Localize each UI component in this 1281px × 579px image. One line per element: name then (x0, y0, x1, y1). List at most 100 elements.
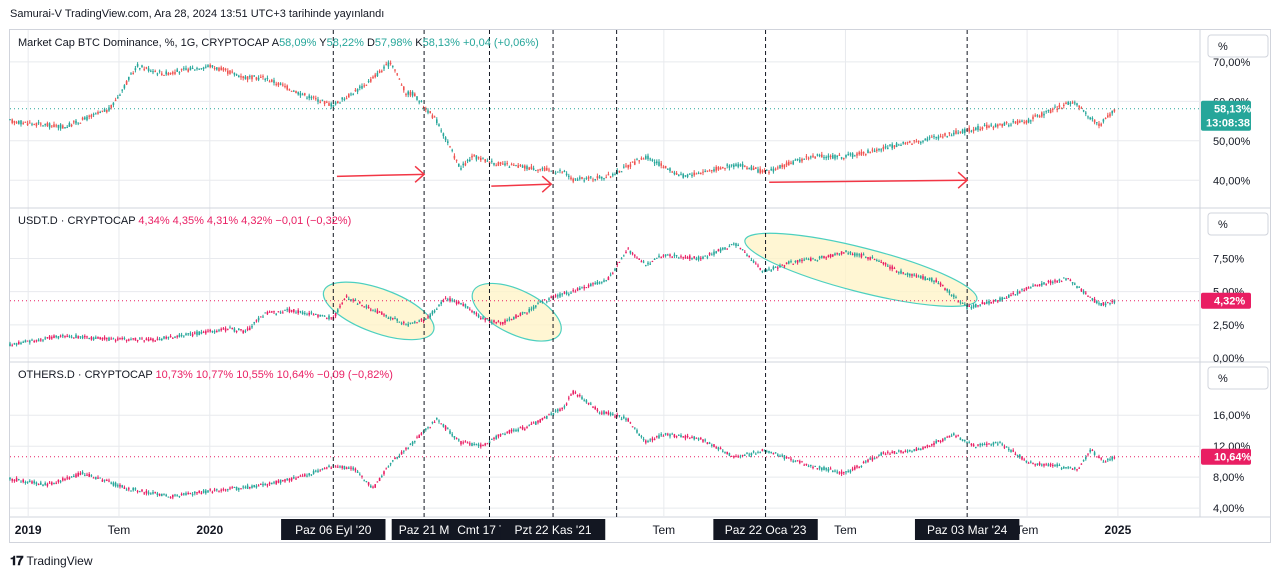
candle-body (955, 297, 957, 299)
candle-body (1058, 465, 1061, 467)
candle-body (449, 430, 451, 434)
candle-body (818, 155, 821, 157)
candle-body (18, 341, 20, 345)
candle-body (609, 413, 612, 415)
candle-body (398, 321, 401, 323)
candle-body (968, 127, 970, 132)
candle-body (678, 175, 680, 177)
candle-body (680, 435, 682, 438)
candle-body (180, 68, 183, 70)
candle-body (51, 482, 53, 485)
candle-body (642, 158, 645, 160)
candle-body (1087, 453, 1089, 455)
candle-body (920, 448, 922, 450)
candle-body (37, 339, 40, 342)
candle-body (405, 324, 407, 326)
candle-body (935, 136, 937, 138)
candle-body (128, 488, 130, 490)
candle-body (975, 127, 977, 130)
candle-body (563, 292, 566, 294)
candle-body (845, 250, 847, 252)
legend-low: 4,31% (207, 215, 241, 227)
candle-body (266, 484, 269, 486)
candle-body (878, 260, 880, 262)
candle-body (785, 262, 788, 265)
unit-button[interactable]: % (1207, 212, 1269, 236)
candle-body (726, 164, 728, 166)
candle-body (865, 153, 867, 155)
candle-body (416, 322, 418, 324)
candle-body (770, 452, 772, 454)
candle-body (288, 89, 291, 91)
footer[interactable]: 𝟏𝟕 TradingView (10, 553, 93, 569)
candle-body (383, 471, 385, 475)
candle-body (227, 328, 229, 330)
candle-body (515, 165, 517, 167)
candle-body (922, 276, 924, 279)
candle-body (1060, 281, 1063, 283)
candle-body (1041, 112, 1043, 117)
candle-body (988, 300, 990, 304)
candle-body (271, 311, 273, 313)
candle-body (649, 158, 651, 160)
candle-body (631, 161, 634, 163)
time-tick-label: Tem (834, 523, 857, 537)
candle-body (794, 159, 797, 161)
pane-legend: OTHERS.D · CRYPTOCAP 10,73% 10,77% 10,55… (18, 369, 393, 381)
candle-body (55, 125, 57, 127)
candle-body (581, 396, 583, 400)
candle-body (673, 172, 676, 175)
candle-body (913, 274, 915, 276)
candle-body (1111, 110, 1113, 114)
candle-body (909, 449, 911, 452)
candle-body (447, 428, 449, 430)
unit-button-label: % (1218, 373, 1228, 385)
candle-body (1032, 116, 1034, 120)
candle-body (400, 451, 403, 455)
candle-body (933, 136, 935, 138)
candle-body (334, 102, 337, 105)
candle-body (387, 62, 390, 67)
candle-body (139, 491, 141, 493)
candle-body (796, 260, 799, 263)
unit-button[interactable]: % (1207, 34, 1269, 58)
candle-body (77, 122, 79, 124)
candle-body (1036, 463, 1039, 465)
candle-body (163, 336, 165, 339)
candle-body (1080, 107, 1083, 109)
candle-body (691, 174, 693, 177)
candle-body (341, 97, 343, 100)
candle-body (1100, 458, 1102, 460)
candle-body (880, 452, 882, 456)
candle-body (647, 440, 649, 442)
candle-body (1054, 280, 1056, 282)
candle-body (352, 467, 354, 470)
candle-body (1069, 279, 1072, 281)
candle-body (33, 124, 35, 126)
candle-body (953, 132, 955, 135)
candle-body (898, 144, 900, 146)
candle-body (106, 479, 108, 481)
candle-body (1082, 460, 1085, 462)
candle-body (515, 429, 517, 432)
candle-body (207, 65, 209, 67)
candle-body (970, 130, 973, 132)
candle-body (422, 320, 425, 322)
unit-button[interactable]: % (1207, 366, 1269, 390)
candle-body (667, 168, 669, 170)
last-price-label: 4,32% (1214, 296, 1245, 308)
candle-body (328, 465, 330, 468)
candle-body (510, 429, 513, 432)
candle-body (147, 339, 150, 342)
candle-body (290, 310, 293, 312)
candle-body (926, 445, 929, 447)
candle-body (979, 129, 981, 131)
candle-body (598, 282, 601, 284)
candle-body (543, 299, 546, 301)
candle-body (59, 481, 62, 483)
candle-body (1065, 467, 1067, 469)
candle-body (719, 448, 722, 450)
candle-body (132, 488, 134, 491)
candle-body (640, 158, 643, 160)
